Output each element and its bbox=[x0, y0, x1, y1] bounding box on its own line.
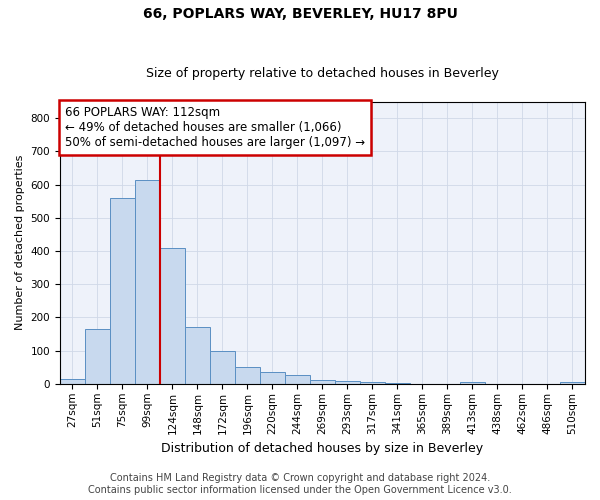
Bar bbox=[110, 198, 135, 384]
Bar bbox=[310, 380, 335, 384]
Bar bbox=[560, 382, 585, 384]
Bar bbox=[85, 329, 110, 384]
Bar bbox=[460, 382, 485, 384]
Bar bbox=[135, 180, 160, 384]
Bar bbox=[210, 350, 235, 384]
Bar bbox=[235, 368, 260, 384]
Text: 66 POPLARS WAY: 112sqm
← 49% of detached houses are smaller (1,066)
50% of semi-: 66 POPLARS WAY: 112sqm ← 49% of detached… bbox=[65, 106, 365, 148]
X-axis label: Distribution of detached houses by size in Beverley: Distribution of detached houses by size … bbox=[161, 442, 484, 455]
Bar bbox=[285, 374, 310, 384]
Text: 66, POPLARS WAY, BEVERLEY, HU17 8PU: 66, POPLARS WAY, BEVERLEY, HU17 8PU bbox=[143, 8, 457, 22]
Bar bbox=[185, 328, 210, 384]
Bar bbox=[60, 379, 85, 384]
Bar bbox=[360, 382, 385, 384]
Bar bbox=[335, 380, 360, 384]
Bar bbox=[260, 372, 285, 384]
Bar bbox=[160, 248, 185, 384]
Title: Size of property relative to detached houses in Beverley: Size of property relative to detached ho… bbox=[146, 66, 499, 80]
Bar bbox=[385, 382, 410, 384]
Text: Contains HM Land Registry data © Crown copyright and database right 2024.
Contai: Contains HM Land Registry data © Crown c… bbox=[88, 474, 512, 495]
Y-axis label: Number of detached properties: Number of detached properties bbox=[15, 155, 25, 330]
